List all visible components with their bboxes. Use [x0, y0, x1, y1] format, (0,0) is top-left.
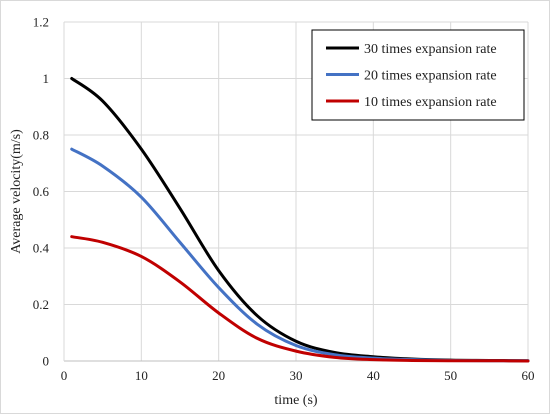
x-tick-label: 30	[290, 368, 303, 383]
grid	[64, 21, 529, 361]
x-tick-label: 50	[444, 368, 457, 383]
legend-label-2: 20 times expansion rate	[364, 69, 497, 84]
series-line-3	[70, 235, 530, 363]
x-tick-label: 0	[61, 368, 68, 383]
legend: 30 times expansion rate 20 times expansio…	[311, 29, 525, 121]
x-tick-label: 40	[367, 368, 380, 383]
tick-labels: 0 10 20 30 40 50 60 0 0.2 0.4 0.6 0.8 1 1.2	[33, 15, 535, 384]
y-tick-label: 0.8	[33, 128, 49, 143]
x-tick-label: 60	[522, 368, 535, 383]
y-tick-label: 0.2	[33, 297, 49, 312]
legend-label-1: 30 times expansion rate	[364, 42, 497, 57]
series-lines	[70, 77, 530, 363]
y-tick-label: 0	[43, 354, 50, 369]
y-tick-label: 0.4	[33, 241, 50, 256]
x-tick-label: 20	[212, 368, 225, 383]
series-line-1	[70, 77, 530, 363]
y-tick-label: 1.2	[33, 15, 49, 30]
y-axis-title: Average velocity(m/s)	[9, 129, 24, 254]
y-tick-label: 1	[43, 71, 50, 86]
legend-label-3: 10 times expansion rate	[364, 95, 497, 110]
x-tick-label: 10	[135, 368, 148, 383]
legend-box	[311, 29, 525, 121]
x-axis-title: time (s)	[274, 393, 317, 408]
y-tick-label: 0.6	[33, 184, 50, 199]
